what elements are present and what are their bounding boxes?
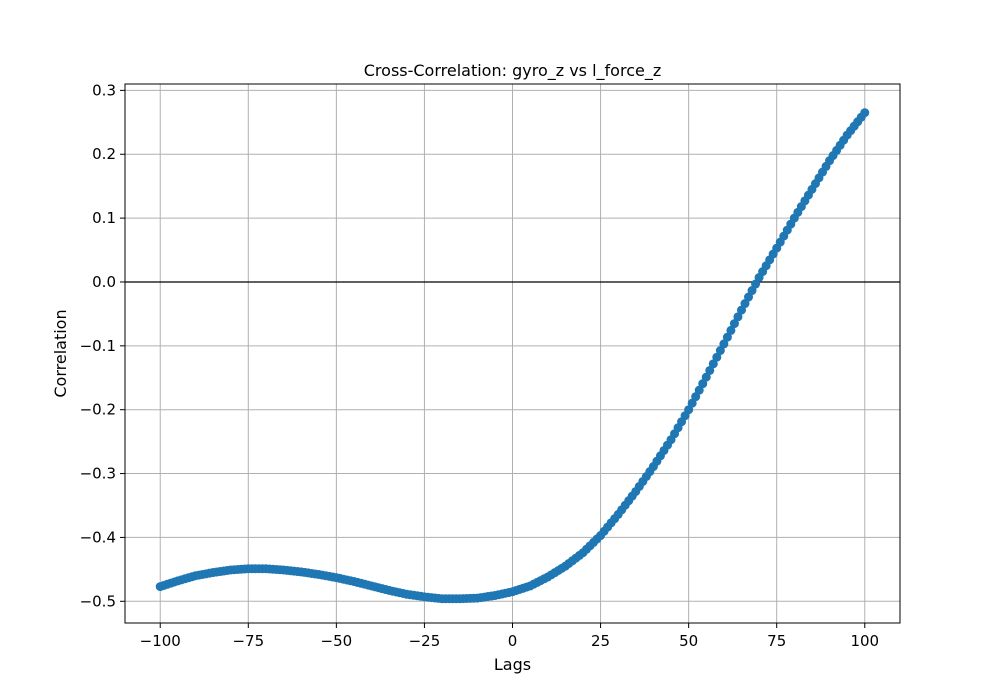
data-point [733,312,743,322]
data-point [726,325,736,335]
x-tick-label: 0 [508,632,518,650]
y-tick-label: −0.1 [80,337,116,355]
data-point [712,352,722,362]
y-axis-label: Correlation [51,309,70,397]
y-tick-label: −0.3 [80,465,116,483]
data-point [860,108,870,118]
x-tick-label: 25 [591,632,610,650]
x-axis-ticks: −100 −75 −50 −25 0 25 50 75 100 [140,623,879,650]
data-point [715,346,725,356]
y-tick-label: 0.2 [92,145,116,163]
data-point [722,332,732,342]
y-tick-label: −0.5 [80,592,116,610]
x-tick-label: −50 [321,632,353,650]
data-point [708,359,718,369]
data-points [155,108,870,604]
data-point [701,372,711,382]
y-axis-ticks: −0.5 −0.4 −0.3 −0.2 −0.1 0.0 0.1 0.2 0.3 [80,81,125,610]
x-tick-label: −100 [140,632,181,650]
data-point [719,339,729,349]
y-tick-label: 0.1 [92,209,116,227]
x-tick-label: −75 [232,632,264,650]
y-tick-label: −0.2 [80,401,116,419]
x-tick-label: 50 [679,632,698,650]
y-tick-label: 0.3 [92,81,116,99]
x-tick-label: 75 [767,632,786,650]
y-tick-label: 0.0 [92,273,116,291]
y-tick-label: −0.4 [80,528,116,546]
x-tick-label: 100 [850,632,879,650]
data-point [705,365,715,375]
x-tick-label: −25 [409,632,441,650]
data-point [729,319,739,329]
x-axis-label: Lags [494,655,531,674]
chart-title: Cross-Correlation: gyro_z vs l_force_z [364,61,661,81]
